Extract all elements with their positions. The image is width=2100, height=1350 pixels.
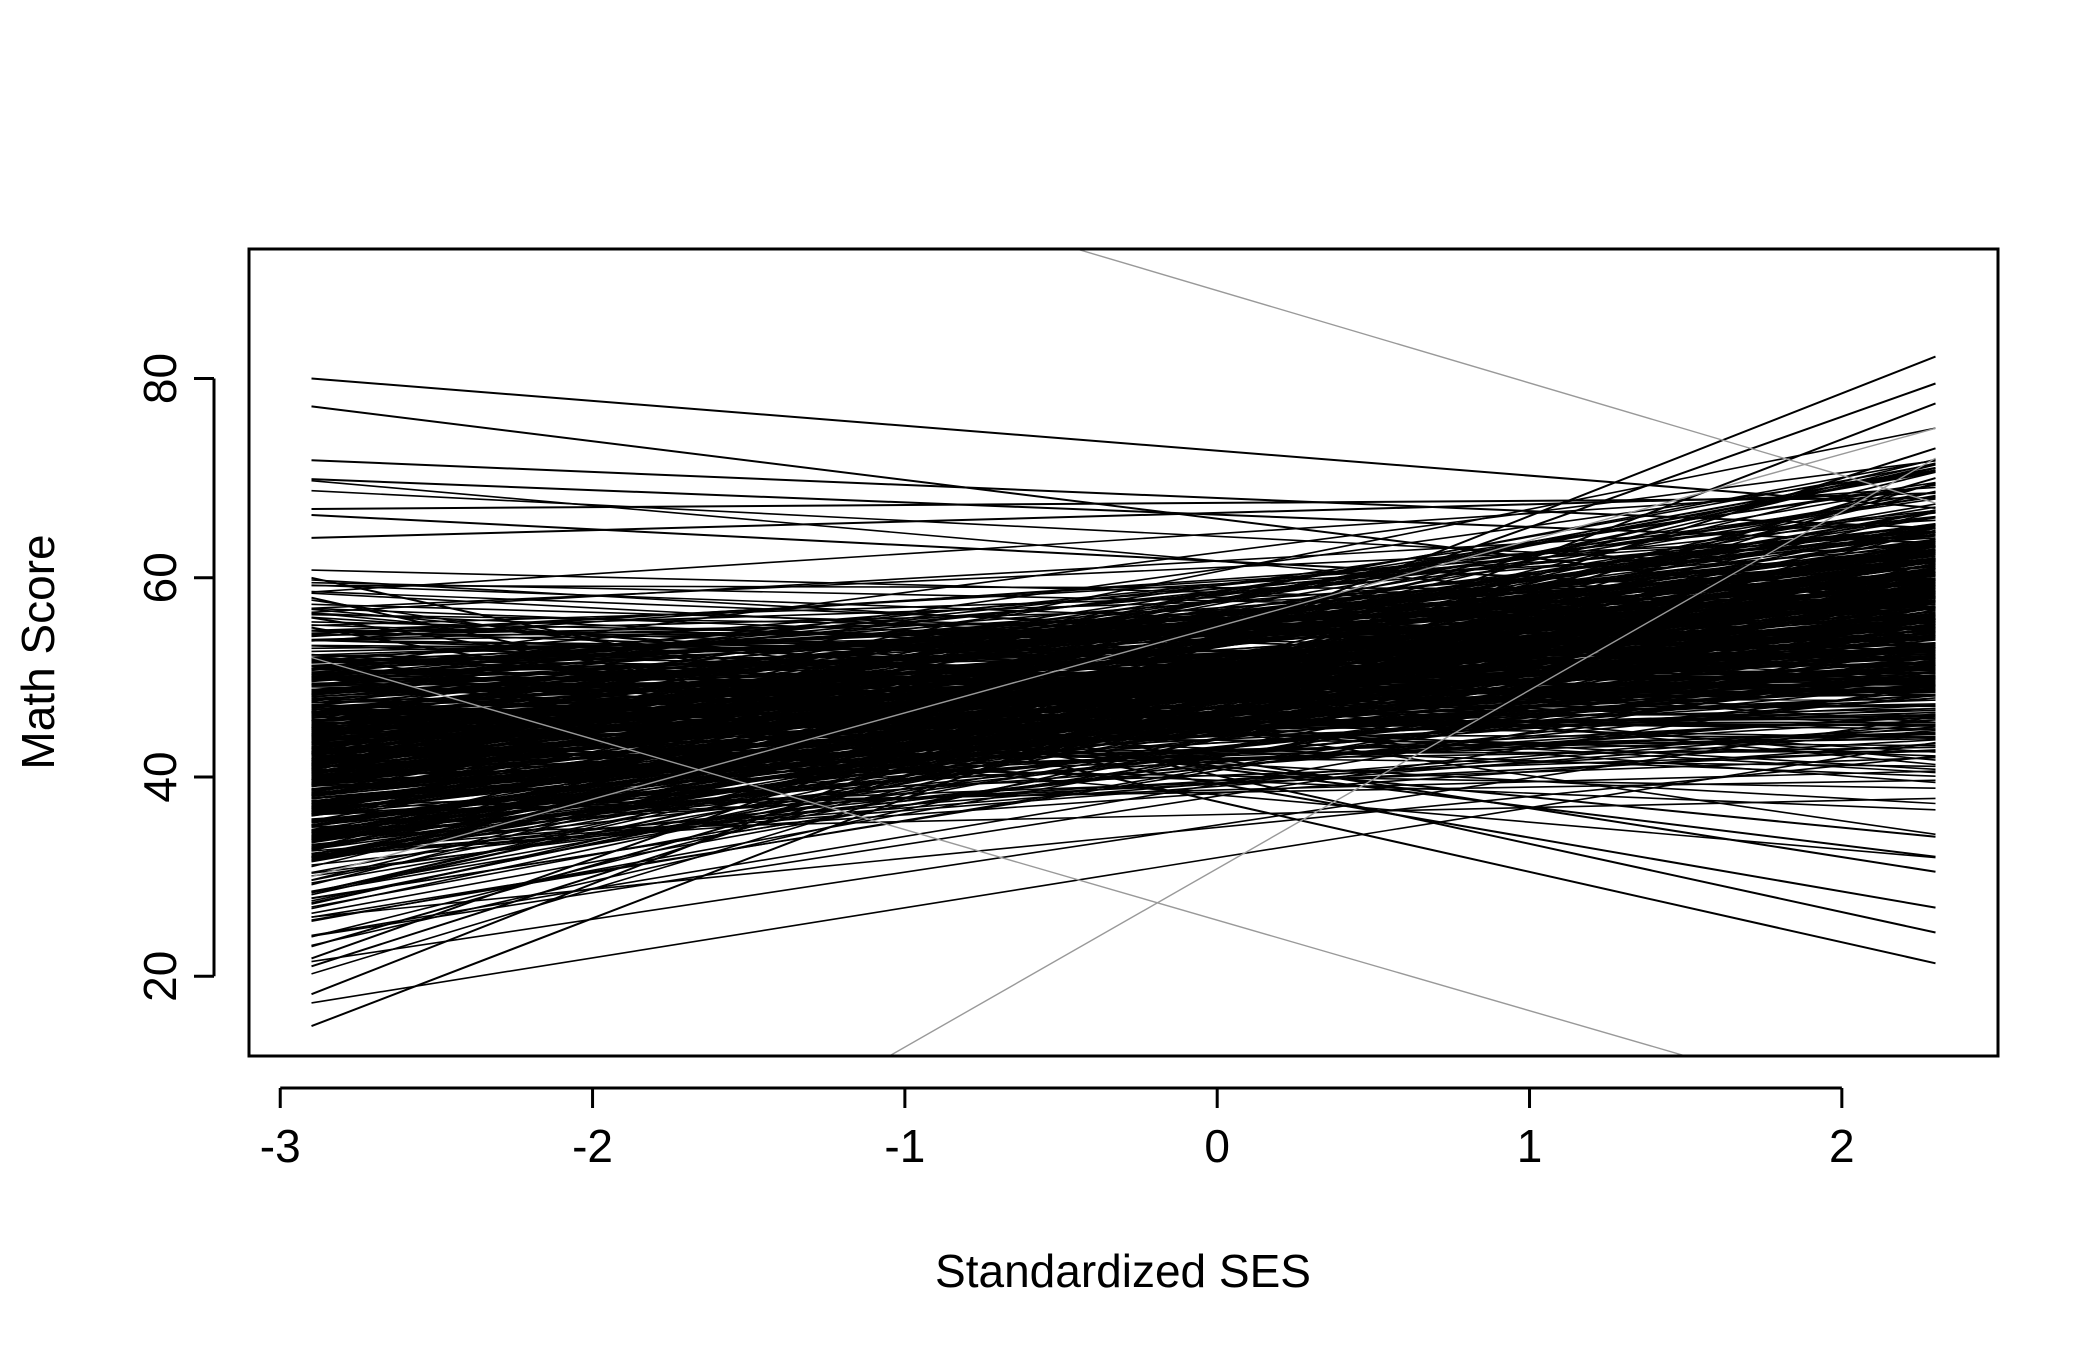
series-line bbox=[311, 712, 1936, 805]
series-line bbox=[311, 581, 1936, 617]
series-line bbox=[311, 377, 1936, 509]
x-axis: -3 -2 -1 0 1 2 bbox=[260, 1086, 1855, 1172]
series-line bbox=[311, 605, 1936, 797]
series-lines bbox=[311, 249, 1936, 1056]
series-line bbox=[311, 478, 1936, 544]
series-line bbox=[311, 479, 1936, 626]
series-line bbox=[311, 755, 1936, 918]
series-line bbox=[311, 715, 1936, 963]
series-line bbox=[311, 596, 1936, 965]
series-line bbox=[311, 636, 1936, 834]
x-tick-label: 0 bbox=[1204, 1120, 1230, 1172]
x-tick-label: -3 bbox=[260, 1120, 301, 1172]
y-tick-label: 80 bbox=[134, 353, 186, 404]
y-axis: 20 40 60 80 bbox=[134, 353, 216, 1002]
plot-frame bbox=[247, 247, 2000, 1058]
series-line bbox=[311, 750, 1936, 808]
series-line bbox=[311, 541, 1936, 834]
series-line bbox=[311, 676, 1936, 838]
series-line bbox=[311, 770, 1936, 815]
x-tick-label: -2 bbox=[572, 1120, 613, 1172]
series-line bbox=[311, 645, 1936, 800]
series-line bbox=[311, 626, 1936, 909]
series-line bbox=[311, 779, 1936, 809]
series-line bbox=[311, 639, 1936, 668]
series-line bbox=[311, 600, 1936, 698]
series-line bbox=[311, 581, 1936, 679]
y-tick-label: 20 bbox=[134, 951, 186, 1002]
series-line bbox=[311, 587, 1936, 687]
series-line bbox=[311, 527, 1936, 715]
series-line bbox=[311, 643, 1936, 900]
series-line bbox=[311, 607, 1936, 773]
series-line bbox=[311, 710, 1936, 730]
series-line bbox=[311, 534, 1936, 610]
series-line bbox=[311, 649, 1936, 877]
series-line bbox=[1076, 249, 1936, 504]
x-tick-label: 2 bbox=[1829, 1120, 1855, 1172]
series-line bbox=[311, 467, 1936, 812]
series-line bbox=[311, 797, 1936, 836]
series-line bbox=[311, 471, 1936, 868]
series-line bbox=[311, 704, 1936, 757]
series-line bbox=[888, 457, 1936, 1056]
series-line bbox=[311, 591, 1936, 781]
series-line bbox=[311, 683, 1936, 686]
series-line bbox=[311, 627, 1936, 700]
series-line bbox=[311, 477, 1936, 948]
series-line bbox=[311, 447, 1936, 968]
series-line bbox=[311, 550, 1936, 767]
series-line bbox=[311, 742, 1936, 857]
series-line bbox=[311, 677, 1936, 855]
x-tick-label: -1 bbox=[884, 1120, 925, 1172]
series-line bbox=[311, 573, 1936, 783]
series-line bbox=[311, 514, 1936, 599]
series-line bbox=[311, 506, 1936, 781]
series-line bbox=[311, 427, 1936, 878]
x-axis-label: Standardized SES bbox=[935, 1245, 1311, 1297]
series-line bbox=[311, 590, 1936, 655]
series-line bbox=[311, 639, 1936, 794]
y-axis-label: Math Score bbox=[12, 534, 64, 769]
series-line bbox=[311, 741, 1936, 1004]
series-line bbox=[311, 402, 1936, 1028]
y-tick-label: 40 bbox=[134, 751, 186, 802]
series-line bbox=[311, 694, 1936, 785]
series-line bbox=[311, 646, 1936, 921]
series-line bbox=[311, 527, 1936, 893]
x-tick-label: 1 bbox=[1517, 1120, 1543, 1172]
series-line bbox=[311, 537, 1936, 638]
series-line bbox=[311, 459, 1936, 529]
series-line bbox=[311, 486, 1936, 593]
series-line bbox=[311, 382, 1936, 960]
series-line bbox=[311, 355, 1936, 996]
series-line bbox=[311, 616, 1936, 873]
series-line bbox=[311, 405, 1936, 609]
series-line bbox=[311, 576, 1936, 934]
series-line bbox=[311, 684, 1936, 937]
series-line bbox=[311, 714, 1936, 859]
y-tick-label: 60 bbox=[134, 552, 186, 603]
series-line bbox=[311, 656, 1686, 1056]
series-line bbox=[311, 492, 1936, 539]
